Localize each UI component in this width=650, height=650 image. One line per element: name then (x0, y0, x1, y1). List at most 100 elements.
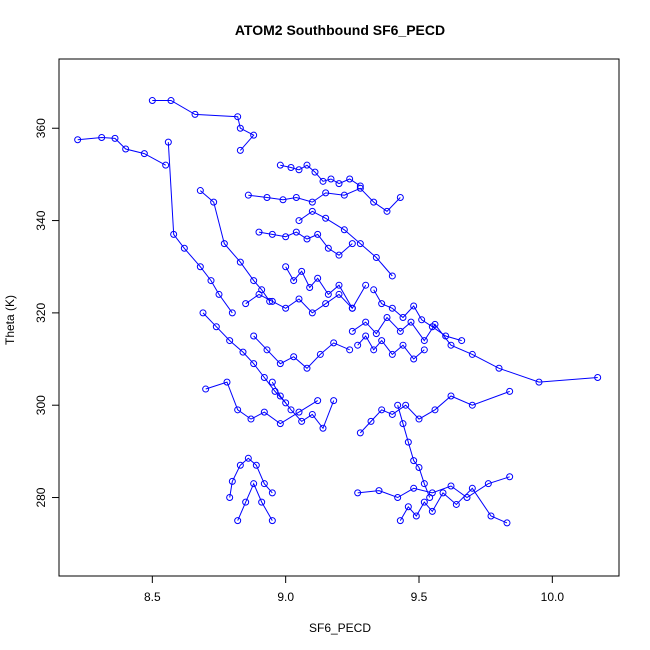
data-point (372, 253, 380, 261)
data-point (447, 482, 455, 490)
data-point (418, 316, 426, 324)
data-point (191, 110, 199, 118)
data-point (404, 438, 412, 446)
data-point (468, 350, 476, 358)
data-point (234, 406, 242, 414)
data-point (420, 337, 428, 345)
x-tick-label: 9.0 (277, 590, 294, 604)
x-tick-label: 8.5 (144, 590, 161, 604)
data-point (228, 309, 236, 317)
data-point (394, 494, 402, 502)
data-series (354, 473, 514, 502)
data-point (388, 350, 396, 358)
data-point (388, 304, 396, 312)
data-point (308, 198, 316, 206)
data-point (196, 263, 204, 271)
data-point (319, 424, 327, 432)
data-point (122, 145, 130, 153)
y-tick-label: 320 (34, 303, 48, 323)
data-series (199, 309, 290, 407)
data-point (74, 136, 82, 144)
data-point (410, 484, 418, 492)
data-point (215, 290, 223, 298)
data-point (420, 346, 428, 354)
data-point (340, 226, 348, 234)
data-point (212, 323, 220, 331)
data-point (239, 348, 247, 356)
data-point (303, 364, 311, 372)
data-point (356, 184, 364, 192)
data-point (162, 161, 170, 169)
data-point (170, 230, 178, 238)
data-point (322, 214, 330, 222)
data-point (210, 198, 218, 206)
data-point (252, 461, 260, 469)
data-point (367, 417, 375, 425)
data-point (295, 217, 303, 225)
data-point (356, 429, 364, 437)
x-axis-label: SF6_PECD (309, 621, 371, 635)
data-point (247, 415, 255, 423)
data-point (308, 410, 316, 418)
x-tick-label: 9.5 (411, 590, 428, 604)
data-point (244, 191, 252, 199)
data-point (180, 244, 188, 252)
data-point (295, 166, 303, 174)
y-tick-label: 360 (34, 118, 48, 138)
data-point (295, 408, 303, 416)
data-point (234, 113, 242, 121)
data-series (148, 97, 258, 154)
data-point (396, 517, 404, 525)
data-point (468, 484, 476, 492)
data-point (287, 163, 295, 171)
y-tick-label: 340 (34, 210, 48, 230)
y-tick-label: 300 (34, 395, 48, 415)
data-point (335, 281, 343, 289)
data-series (356, 387, 514, 437)
series-line (357, 476, 510, 499)
data-point (354, 489, 362, 497)
data-point (372, 330, 380, 338)
data-point (268, 297, 276, 305)
series-line (248, 187, 401, 212)
y-tick-label: 280 (34, 487, 48, 507)
data-series (74, 133, 170, 169)
series-line (357, 335, 425, 360)
data-point (316, 350, 324, 358)
data-point (292, 228, 300, 236)
data-point (346, 346, 354, 354)
data-point (394, 401, 402, 409)
data-point (327, 175, 335, 183)
data-point (439, 489, 447, 497)
series-line (285, 266, 353, 309)
data-point (290, 353, 298, 361)
data-point (322, 300, 330, 308)
data-point (250, 360, 258, 368)
data-point (362, 281, 370, 289)
x-tick-label: 10.0 (541, 590, 565, 604)
data-point (452, 500, 460, 508)
data-point (258, 498, 266, 506)
data-point (396, 327, 404, 335)
data-point (447, 341, 455, 349)
data-point (378, 406, 386, 414)
series-line (280, 164, 361, 187)
data-point (268, 489, 276, 497)
data-point (314, 230, 322, 238)
data-point (428, 323, 436, 331)
data-point (340, 191, 348, 199)
data-point (487, 512, 495, 520)
data-point (330, 397, 338, 405)
plot-frame (58, 58, 620, 577)
data-point (324, 290, 332, 298)
data-point (415, 415, 423, 423)
data-point (220, 240, 228, 248)
data-point (279, 196, 287, 204)
data-point (388, 272, 396, 280)
data-point (223, 378, 231, 386)
data-point (356, 182, 364, 190)
data-point (260, 408, 268, 416)
data-point (228, 477, 236, 485)
data-point (322, 189, 330, 197)
data-point (354, 341, 362, 349)
